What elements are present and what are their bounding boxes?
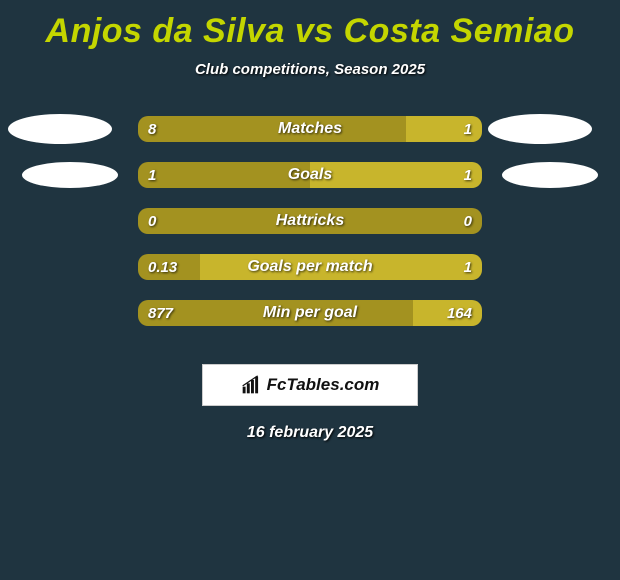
bar-left-segment: [138, 116, 406, 142]
stat-row: Goals per match0.131: [0, 254, 620, 300]
footer-brand: FcTables.com: [241, 375, 380, 395]
stats-area: Matches81 Goals11 Hattricks00 Goals per mat…: [0, 116, 620, 346]
bar-right-segment: [200, 254, 482, 280]
subtitle: Club competitions, Season 2025: [0, 61, 620, 78]
footer-brand-text: FcTables.com: [267, 375, 380, 395]
stat-bar-bg: [138, 300, 482, 326]
stat-bar-bg: [138, 254, 482, 280]
stat-bar: Goals per match0.131: [138, 254, 482, 280]
stat-bar-bg: [138, 116, 482, 142]
stat-bar-bg: [138, 208, 482, 234]
bar-left-segment: [138, 300, 413, 326]
stat-row: Min per goal877164: [0, 300, 620, 346]
stat-bar-bg: [138, 162, 482, 188]
bar-right-segment: [406, 116, 482, 142]
date-line: 16 february 2025: [0, 424, 620, 442]
stat-row: Goals11: [0, 162, 620, 208]
stat-row: Hattricks00: [0, 208, 620, 254]
stat-bar: Matches81: [138, 116, 482, 142]
bar-chart-icon: [241, 375, 261, 395]
bar-left-segment: [138, 162, 310, 188]
stat-bar: Min per goal877164: [138, 300, 482, 326]
page-title: Anjos da Silva vs Costa Semiao: [0, 0, 620, 51]
bar-left-segment: [138, 208, 482, 234]
bar-right-segment: [310, 162, 482, 188]
stat-row: Matches81: [0, 116, 620, 162]
footer-brand-card: FcTables.com: [202, 364, 418, 406]
bar-right-segment: [413, 300, 482, 326]
stat-bar: Hattricks00: [138, 208, 482, 234]
stat-bar: Goals11: [138, 162, 482, 188]
bar-left-segment: [138, 254, 200, 280]
